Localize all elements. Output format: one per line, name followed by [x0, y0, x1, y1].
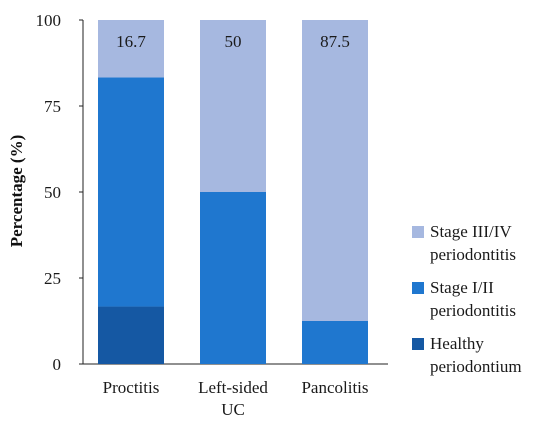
legend-item: Stage III/IV periodontitis — [412, 220, 550, 266]
y-tick-label: 100 — [36, 11, 62, 30]
legend-label: Healthy periodontium — [430, 334, 522, 376]
bar-segment — [98, 306, 164, 364]
x-category-label: Pancolitis — [301, 378, 368, 397]
legend-swatch — [412, 282, 424, 294]
plot-area: 0 25 50 75 100 16.7 Proctitis 50 Left-sided UC 87.… — [36, 11, 388, 419]
bar-segment — [302, 321, 368, 364]
bar-segment — [200, 192, 266, 364]
y-tick-label: 75 — [44, 97, 61, 116]
data-label: 87.5 — [320, 32, 350, 51]
y-axis-label: Percentage (%) — [7, 135, 26, 248]
legend-label: Stage III/IV periodontitis — [430, 222, 516, 264]
legend-item: Stage I/II periodontitis — [412, 276, 550, 322]
data-label: 50 — [225, 32, 242, 51]
bar-segment — [98, 77, 164, 307]
y-tick-label: 0 — [53, 355, 62, 374]
legend-label: Stage I/II periodontitis — [430, 278, 516, 320]
bar-segment — [200, 20, 266, 192]
legend: Stage III/IV periodontitis Stage I/II per… — [412, 220, 550, 388]
x-category-label: Proctitis — [103, 378, 160, 397]
y-tick-label: 25 — [44, 269, 61, 288]
bar-segment — [302, 20, 368, 321]
bar-segment — [98, 20, 164, 78]
legend-swatch — [412, 338, 424, 350]
data-label: 16.7 — [116, 32, 146, 51]
legend-item: Healthy periodontium — [412, 332, 550, 378]
legend-swatch — [412, 226, 424, 238]
y-tick-label: 50 — [44, 183, 61, 202]
x-category-label: Left-sided UC — [198, 378, 268, 419]
